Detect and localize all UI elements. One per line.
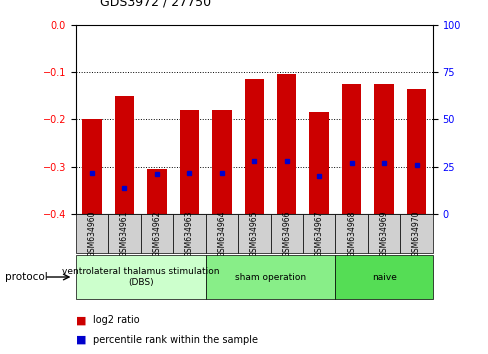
Text: GSM634965: GSM634965 <box>249 210 258 257</box>
Text: GSM634970: GSM634970 <box>411 210 420 257</box>
Bar <box>374 84 393 214</box>
FancyBboxPatch shape <box>205 255 335 299</box>
Text: GSM634964: GSM634964 <box>217 210 226 257</box>
Bar <box>341 84 361 214</box>
FancyBboxPatch shape <box>335 255 432 299</box>
Text: GSM634963: GSM634963 <box>184 210 193 257</box>
Text: sham operation: sham operation <box>234 273 305 281</box>
FancyBboxPatch shape <box>76 255 205 299</box>
Text: log2 ratio: log2 ratio <box>93 315 139 325</box>
FancyBboxPatch shape <box>238 214 270 253</box>
FancyBboxPatch shape <box>335 214 367 253</box>
Bar <box>406 89 426 214</box>
Text: naive: naive <box>371 273 396 281</box>
FancyBboxPatch shape <box>270 214 303 253</box>
FancyBboxPatch shape <box>400 214 432 253</box>
Bar <box>179 110 199 214</box>
Text: ■: ■ <box>76 315 86 325</box>
Text: GDS3972 / 27750: GDS3972 / 27750 <box>100 0 211 9</box>
Text: GSM634960: GSM634960 <box>87 210 96 257</box>
Text: ■: ■ <box>76 335 86 345</box>
Bar <box>82 119 102 214</box>
FancyBboxPatch shape <box>367 214 400 253</box>
Bar <box>115 96 134 214</box>
Text: GSM634969: GSM634969 <box>379 210 388 257</box>
Text: GSM634962: GSM634962 <box>152 210 161 257</box>
FancyBboxPatch shape <box>108 214 141 253</box>
Bar <box>276 74 296 214</box>
Bar <box>244 79 264 214</box>
Text: ventrolateral thalamus stimulation
(DBS): ventrolateral thalamus stimulation (DBS) <box>62 267 219 287</box>
Text: GSM634968: GSM634968 <box>346 210 355 257</box>
Text: protocol: protocol <box>5 272 47 282</box>
FancyBboxPatch shape <box>141 214 173 253</box>
FancyBboxPatch shape <box>173 214 205 253</box>
FancyBboxPatch shape <box>205 214 238 253</box>
Bar <box>212 110 231 214</box>
Text: percentile rank within the sample: percentile rank within the sample <box>93 335 257 345</box>
FancyBboxPatch shape <box>303 214 335 253</box>
Text: GSM634966: GSM634966 <box>282 210 291 257</box>
FancyBboxPatch shape <box>76 214 108 253</box>
Text: GSM634967: GSM634967 <box>314 210 323 257</box>
Bar <box>309 112 328 214</box>
Bar <box>147 169 166 214</box>
Text: GSM634961: GSM634961 <box>120 210 129 257</box>
